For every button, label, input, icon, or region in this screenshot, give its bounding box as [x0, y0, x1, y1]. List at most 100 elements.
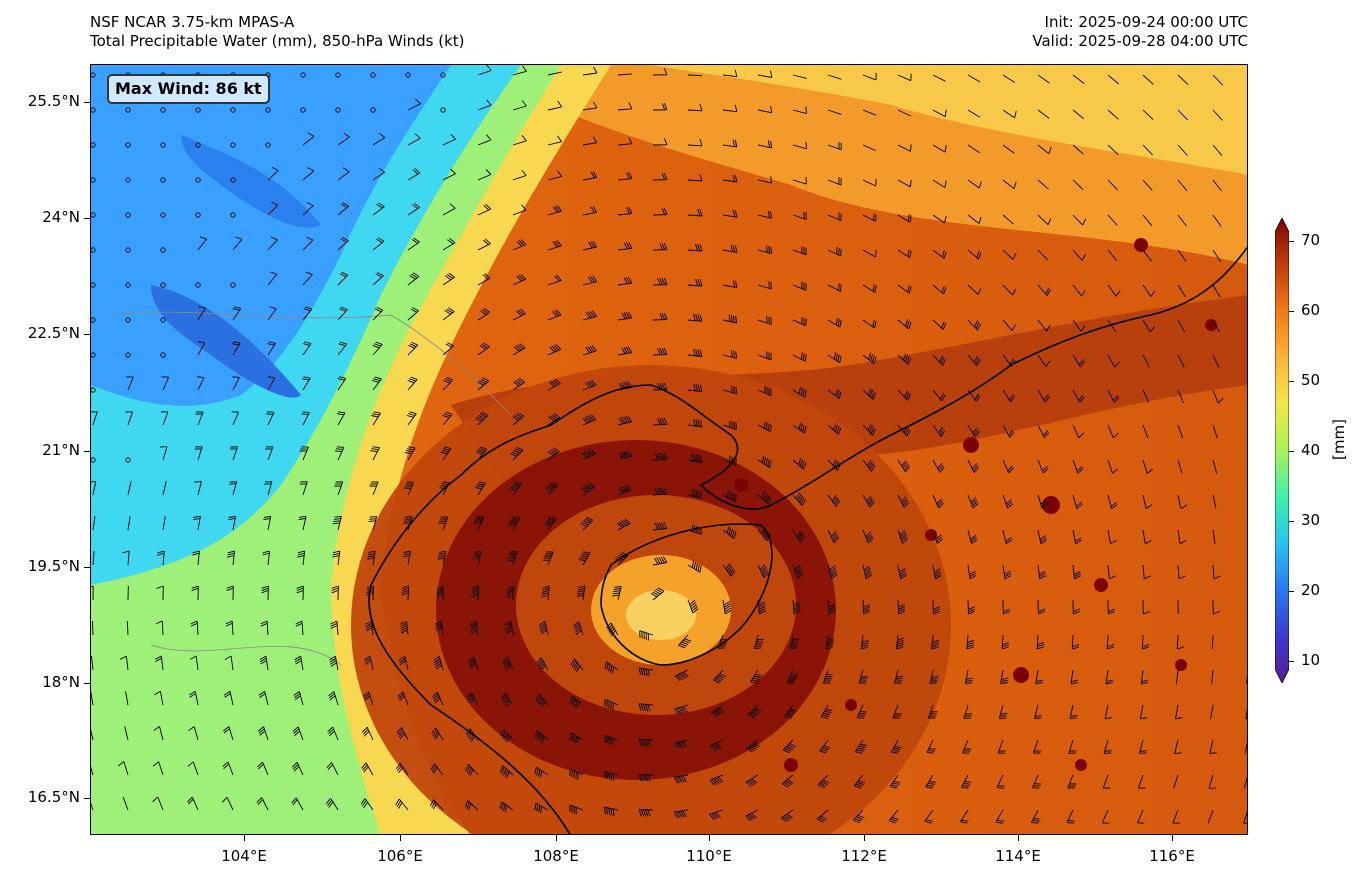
wind-barb [1072, 564, 1082, 580]
wind-barbs [91, 65, 1247, 824]
lat-tick-mark [84, 798, 90, 799]
wind-barb [195, 282, 201, 288]
wind-barb [328, 691, 339, 706]
colorbar-tick-mark [1289, 661, 1294, 662]
wind-barb [897, 353, 912, 365]
wind-barb [1177, 354, 1185, 368]
wind-barb [262, 550, 271, 566]
wind-barb [722, 244, 738, 253]
wind-barb [617, 102, 633, 111]
wind-barb [265, 411, 275, 426]
wind-barb [709, 809, 724, 820]
wind-barb [827, 423, 842, 435]
wind-barb [1142, 529, 1152, 545]
wind-barb [512, 343, 526, 356]
wind-barb [371, 411, 381, 426]
wind-barb [932, 249, 947, 259]
wind-barb [265, 446, 274, 461]
wind-barb [265, 142, 271, 148]
wind-barb [638, 808, 654, 817]
wind-barb [1072, 284, 1086, 297]
wind-barb [827, 352, 842, 364]
wind-barb [967, 109, 981, 118]
wind-barb [442, 272, 455, 286]
map-panel[interactable] [90, 64, 1248, 835]
wind-barb [1212, 144, 1223, 156]
wind-barb [894, 669, 904, 685]
wind-barb [369, 481, 379, 496]
wind-barb [442, 203, 456, 216]
wind-barb [542, 551, 554, 566]
wind-barb [1244, 742, 1247, 754]
wind-barb [477, 134, 492, 146]
valid-time: Valid: 2025-09-28 04:00 UTC [1032, 32, 1248, 50]
wind-barb [722, 455, 737, 466]
wind-barb [361, 762, 374, 776]
wind-barb [160, 247, 166, 253]
wind-barb [1071, 634, 1080, 650]
wind-barb [91, 480, 97, 496]
wind-barb [581, 482, 595, 496]
colorbar-tick-mark [1289, 241, 1294, 242]
wind-barb [436, 585, 445, 601]
wind-barb [197, 236, 207, 251]
wind-barb [335, 72, 341, 78]
wind-barb [543, 516, 557, 531]
wind-barb [673, 809, 689, 819]
blue-streak [181, 135, 321, 228]
wind-barb [124, 726, 129, 741]
wind-barb [232, 341, 241, 356]
wind-barb [499, 801, 514, 813]
wind-barb [334, 446, 345, 461]
wind-barb [967, 424, 980, 438]
wind-barb [961, 774, 972, 789]
wind-barb [827, 283, 842, 292]
wind-barb [1002, 319, 1016, 331]
wind-barb [673, 739, 689, 750]
wind-barb [967, 389, 981, 402]
wind-barb [792, 74, 807, 79]
wind-barb [438, 516, 449, 531]
wind-barb [1002, 284, 1017, 296]
wind-barb [862, 72, 877, 81]
wind-barb [535, 694, 549, 708]
wind-barb [467, 656, 479, 671]
wind-barb [187, 761, 199, 776]
wind-barb [1107, 599, 1115, 615]
wind-barb [1037, 144, 1052, 155]
wind-barb [194, 446, 203, 461]
wind-barb [612, 585, 622, 601]
wind-barb [1002, 109, 1017, 119]
wind-barb [932, 179, 947, 188]
wind-barb [687, 560, 702, 573]
wind-barb [722, 599, 732, 615]
wind-barb [433, 656, 444, 671]
wind-barb [407, 168, 421, 181]
wind-barb [440, 446, 452, 461]
wind-barb [302, 306, 313, 321]
wind-barb [817, 809, 829, 823]
wind-barb [819, 739, 831, 754]
wind-barb [160, 282, 166, 288]
wind-barb [512, 308, 526, 321]
wind-barb [372, 167, 385, 181]
wind-barb [160, 212, 166, 218]
wind-barb [477, 307, 491, 321]
wind-barb [897, 494, 910, 508]
wind-barb [302, 132, 315, 146]
wind-barb [1105, 669, 1114, 685]
wind-barb [1002, 354, 1016, 367]
wind-barb [652, 487, 668, 496]
wind-barb [827, 529, 840, 543]
wind-barb [512, 100, 527, 111]
wind-barb [407, 133, 421, 146]
wind-barb [1072, 144, 1084, 155]
wind-barb [1177, 214, 1187, 227]
wind-barb [781, 774, 794, 788]
wind-barb [652, 68, 668, 76]
wind-barb [932, 494, 944, 509]
wind-barb [1138, 774, 1146, 789]
wind-barb [897, 179, 912, 188]
wind-barb [337, 341, 348, 356]
wind-barb [512, 412, 525, 426]
